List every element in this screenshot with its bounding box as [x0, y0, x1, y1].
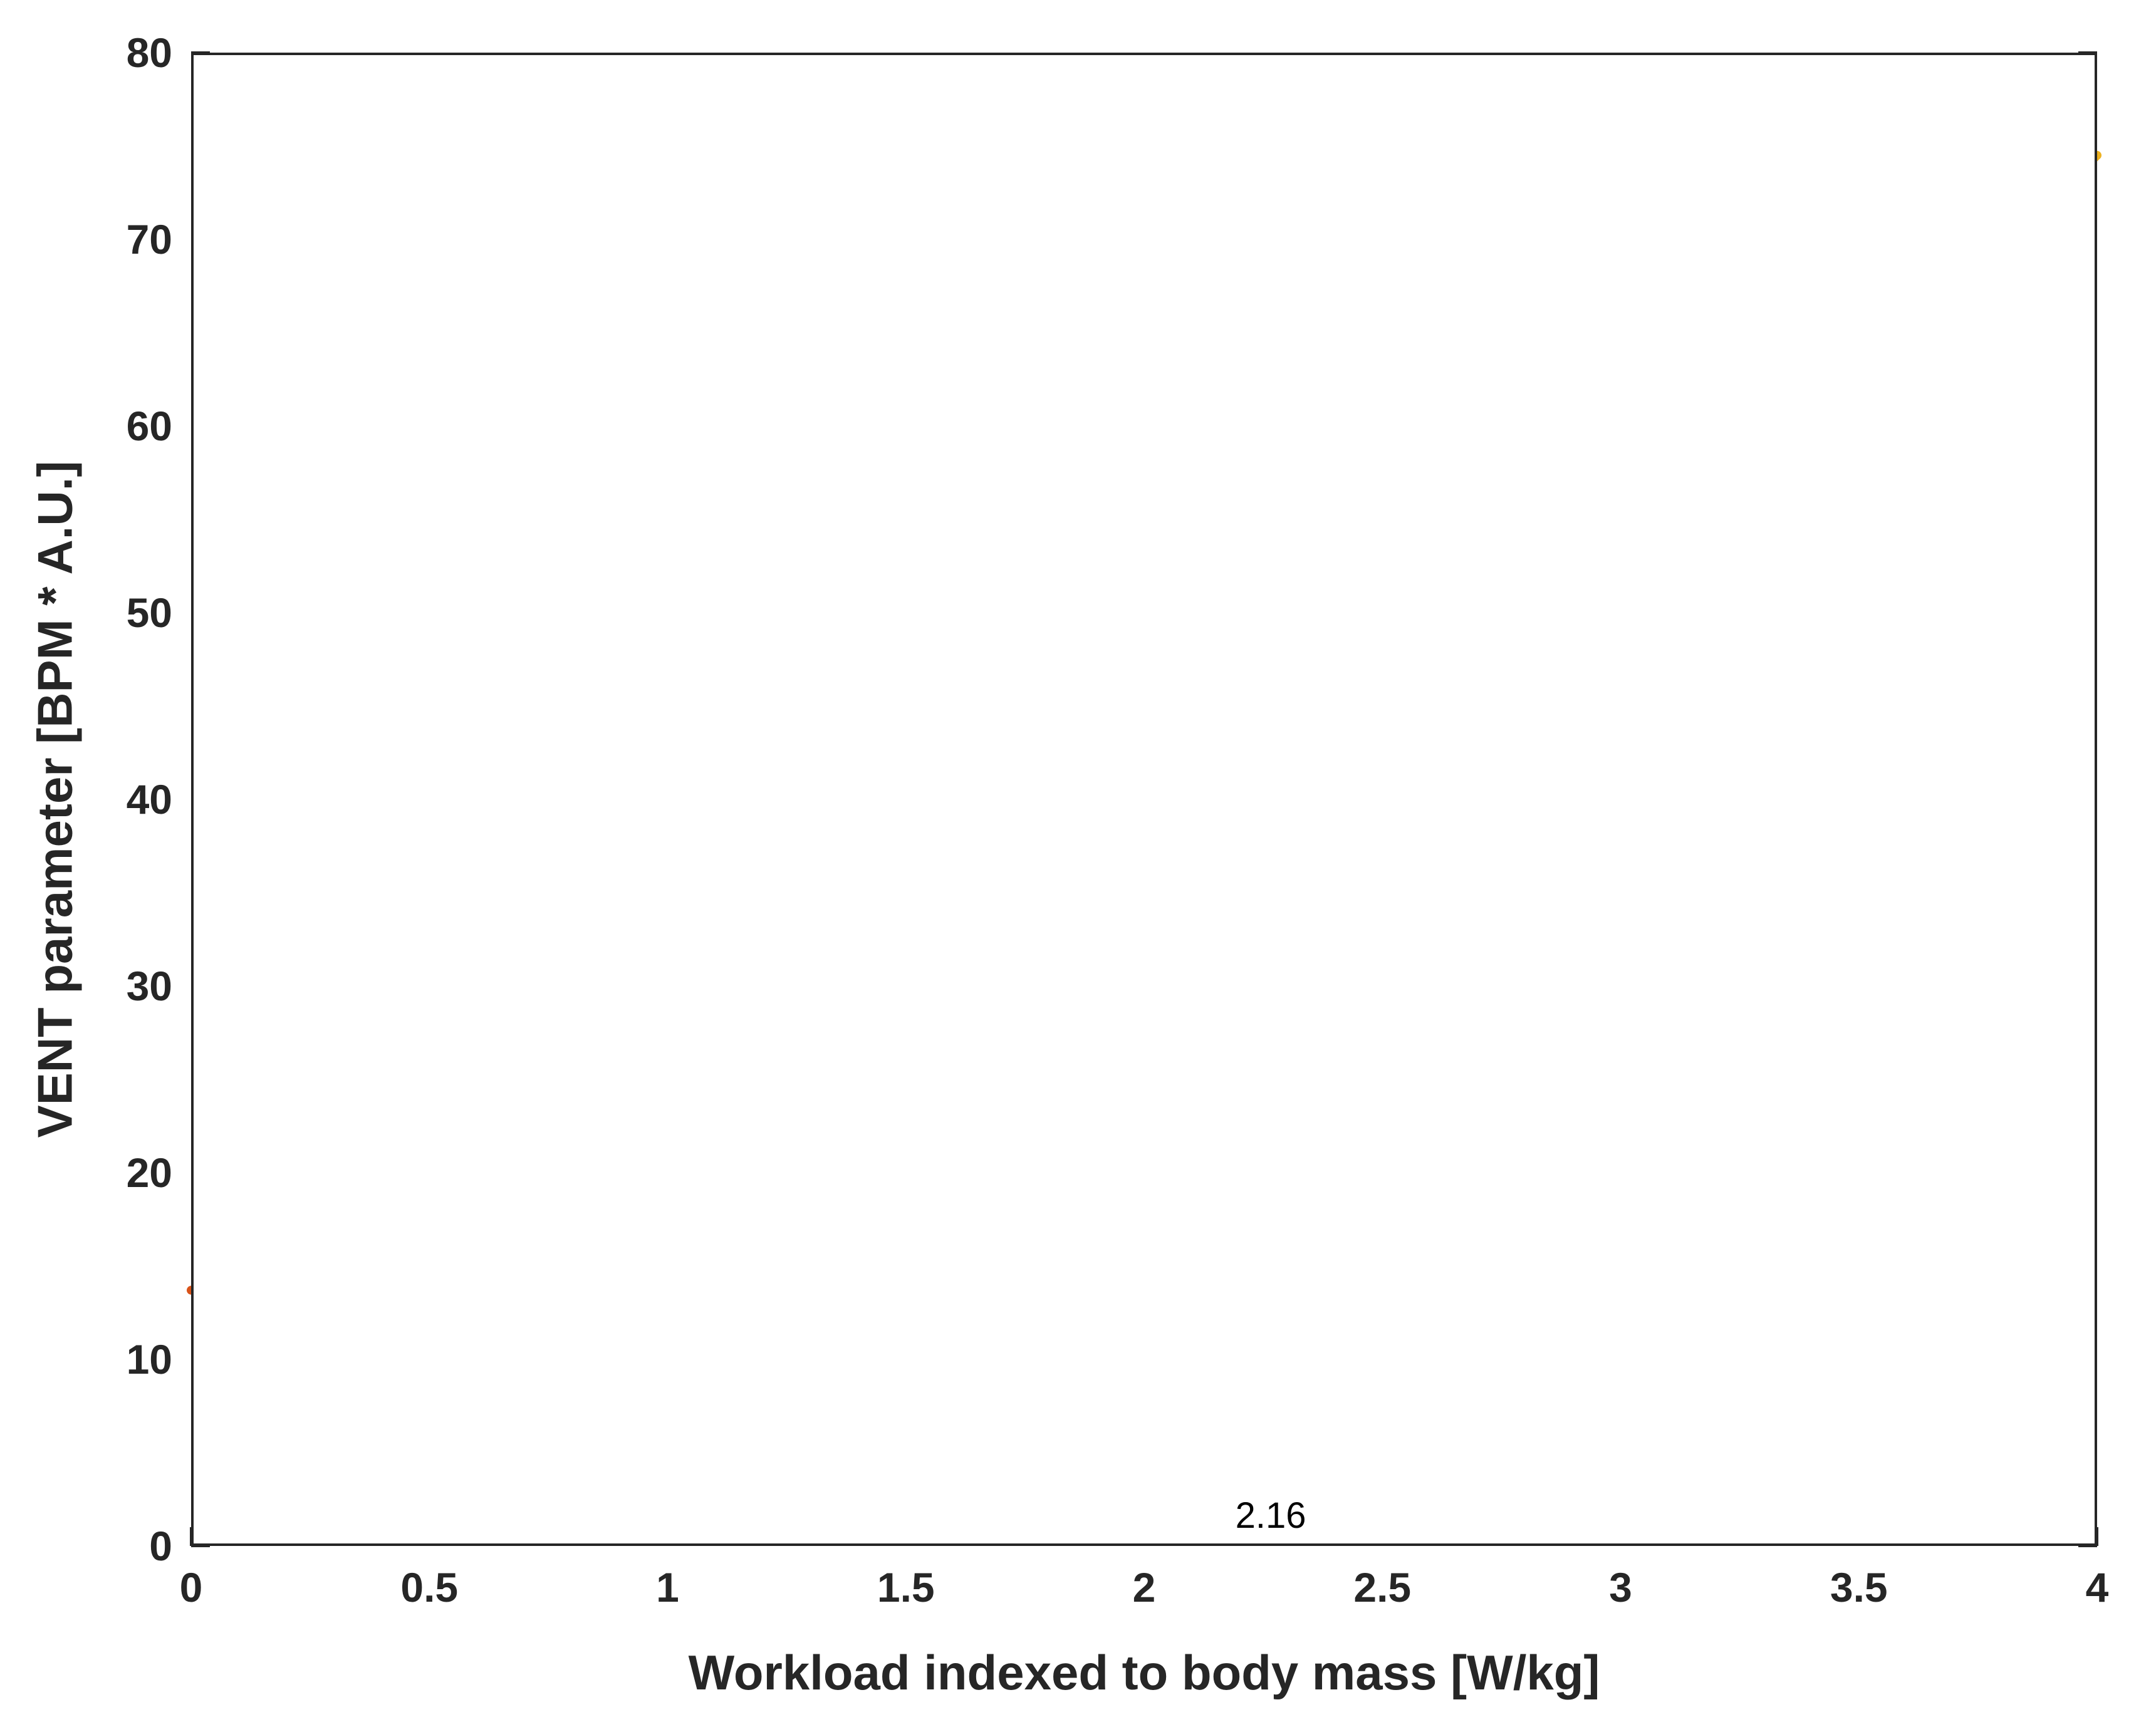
- x-tick-label: 3.5: [1830, 1564, 1888, 1610]
- y-tick-label: 10: [126, 1336, 172, 1382]
- breakpoint-label: 2.16: [1235, 1495, 1306, 1536]
- x-tick-label: 0.5: [400, 1564, 459, 1610]
- plot-area: [191, 53, 2097, 1546]
- x-tick-label: 4: [2085, 1564, 2109, 1610]
- y-tick-label: 40: [126, 776, 172, 822]
- y-tick-label: 80: [126, 29, 172, 76]
- y-tick-label: 50: [126, 589, 172, 636]
- x-tick-label: 3: [1609, 1564, 1632, 1610]
- x-tick-label: 2.5: [1353, 1564, 1412, 1610]
- y-tick-label: 20: [126, 1149, 172, 1196]
- y-tick-label: 60: [126, 403, 172, 449]
- y-tick-label: 70: [126, 216, 172, 262]
- x-tick-label: 1.5: [877, 1564, 935, 1610]
- x-tick-label: 0: [179, 1564, 203, 1610]
- x-axis-title: Workload indexed to body mass [W/kg]: [688, 1645, 1600, 1700]
- y-tick-label: 30: [126, 963, 172, 1009]
- x-tick-label: 2: [1132, 1564, 1156, 1610]
- x-tick-label: 1: [656, 1564, 679, 1610]
- y-axis-title: VENT parameter [BPM * A.U.]: [27, 460, 83, 1138]
- y-tick-label: 0: [149, 1523, 172, 1569]
